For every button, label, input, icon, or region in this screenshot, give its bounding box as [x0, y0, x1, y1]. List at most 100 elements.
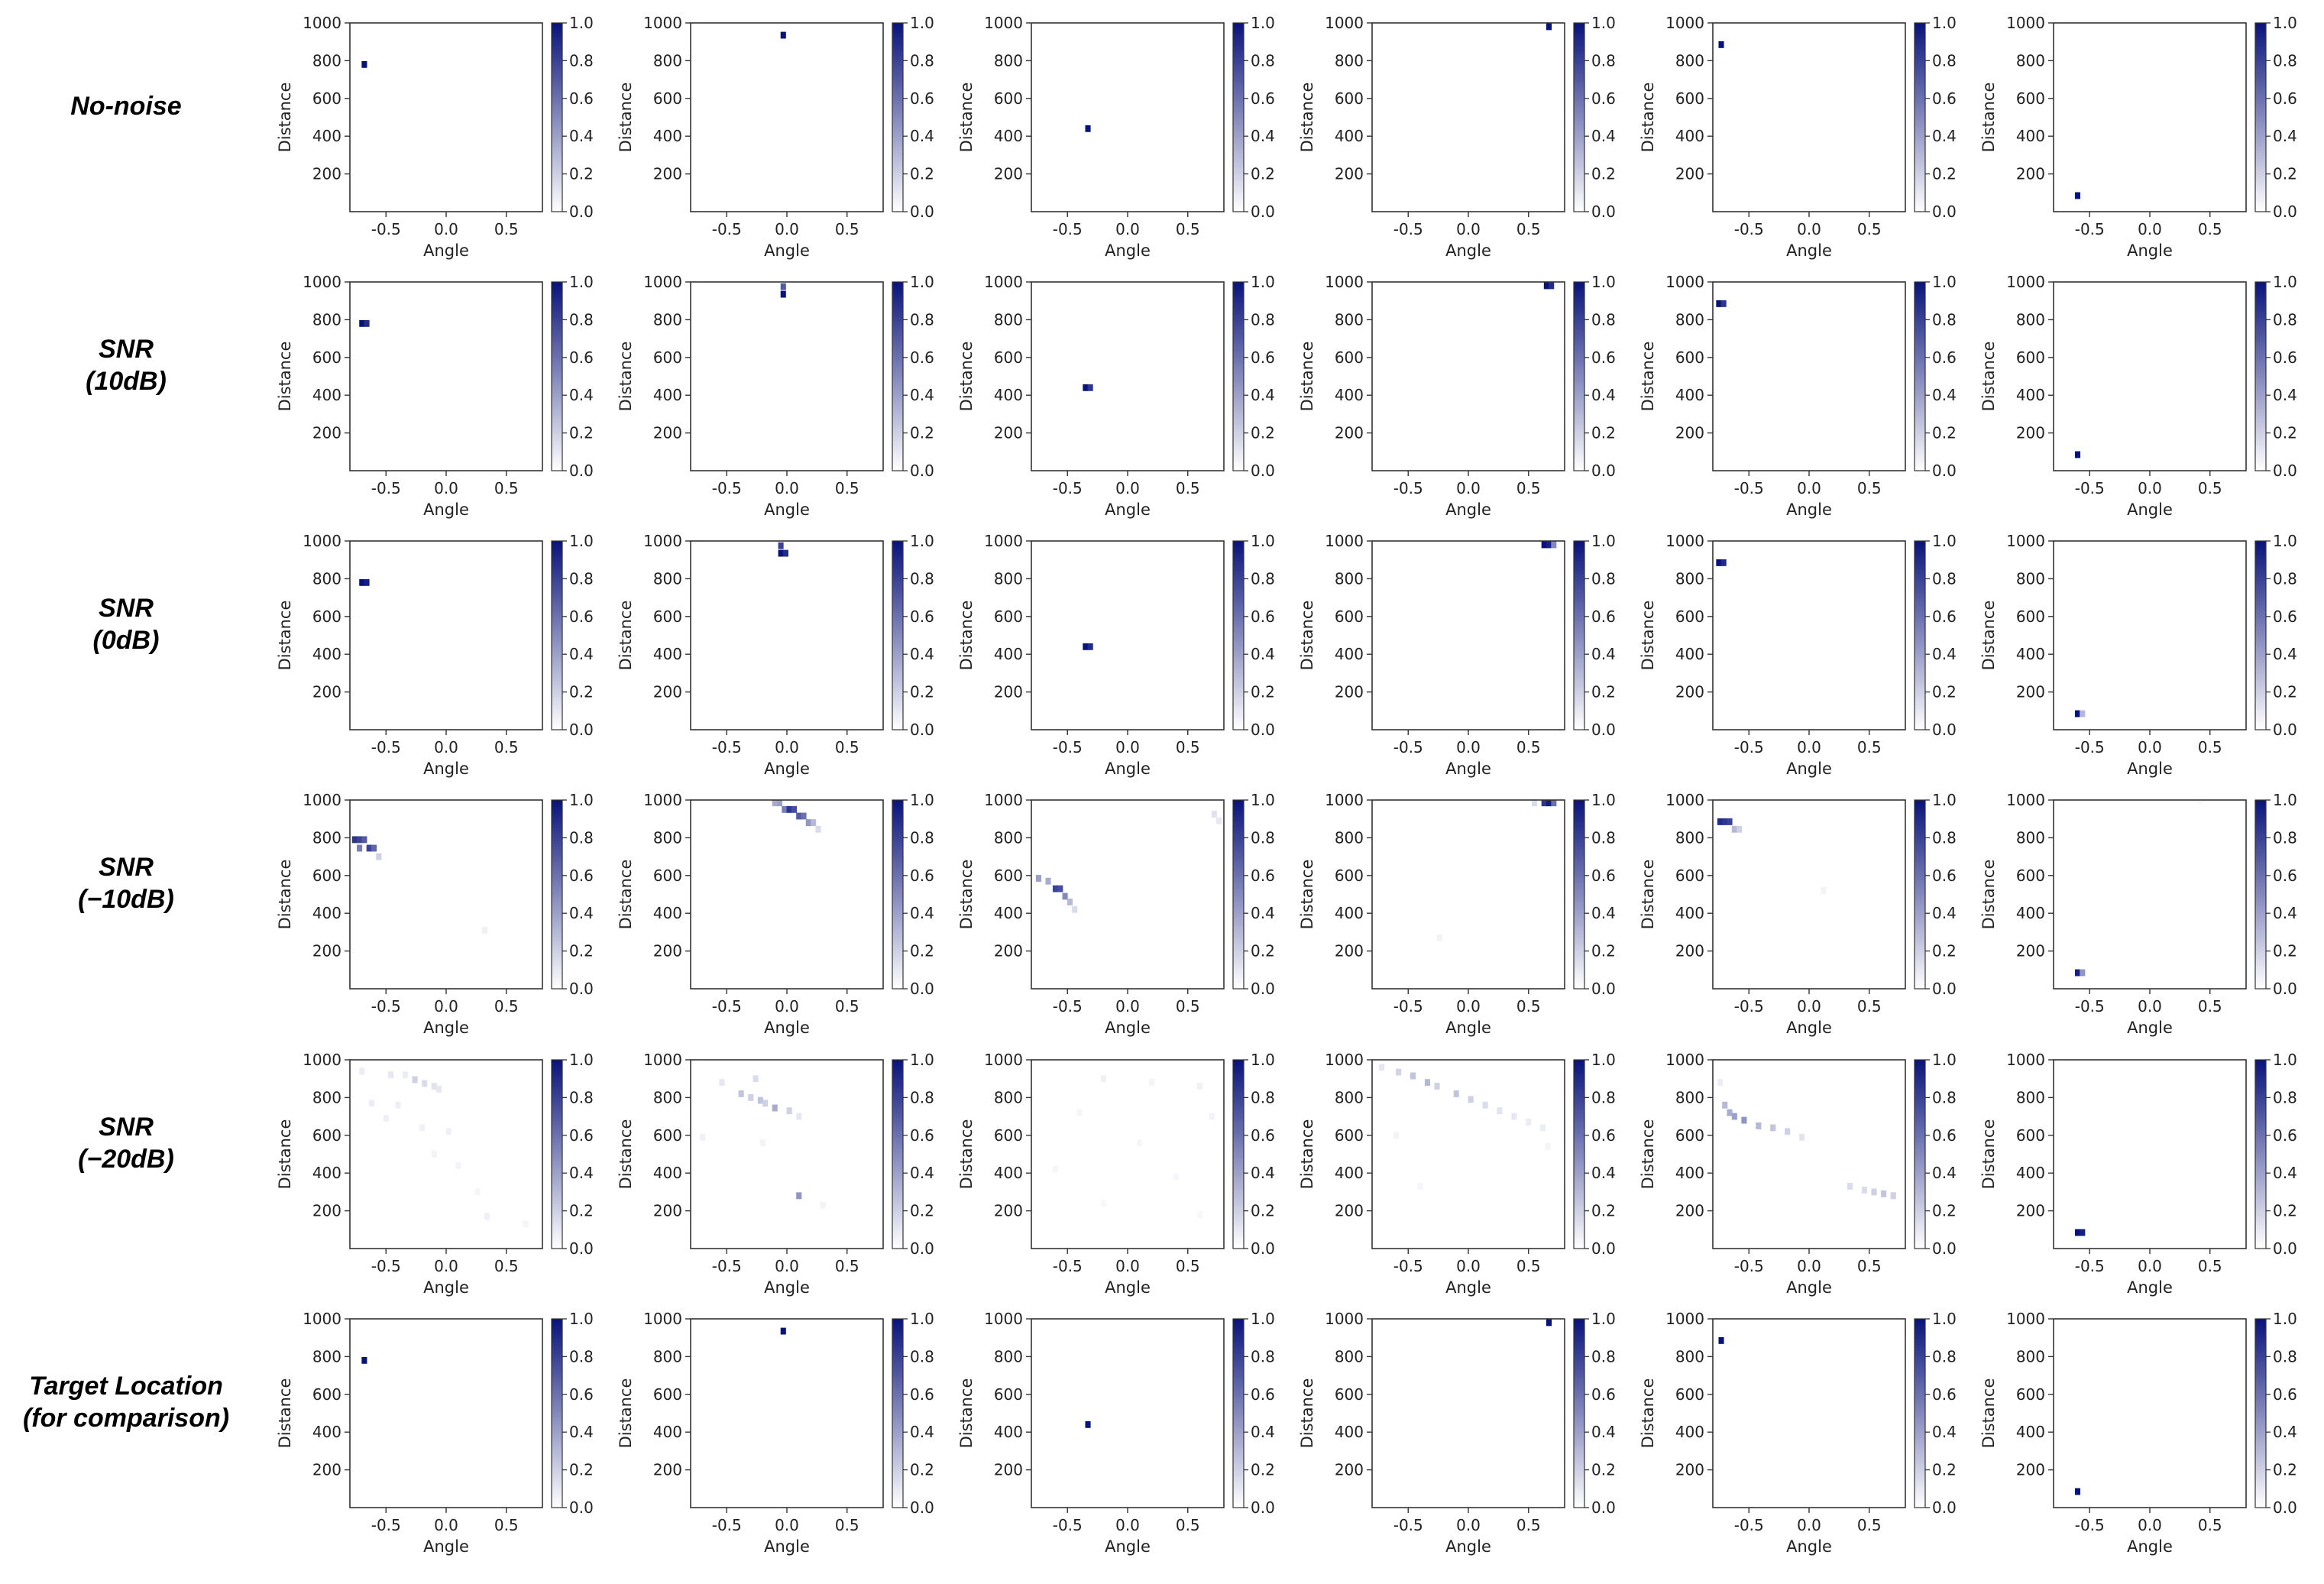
colorbar-tick-label: 0.2: [569, 165, 594, 183]
heatmap-cell: [359, 319, 365, 327]
colorbar-tick-label: 0.4: [2273, 1423, 2297, 1441]
heatmap-cell: [431, 1151, 437, 1158]
x-tick-label: -0.5: [1734, 220, 1764, 238]
colorbar-tick-label: 0.2: [2273, 683, 2297, 701]
y-tick-label: 800: [1675, 828, 1704, 847]
y-tick-label: 1000: [303, 273, 341, 291]
x-tick-label: 0.5: [1857, 1257, 1882, 1275]
colorbar-tick-label: 0.4: [1251, 904, 1275, 922]
x-tick-label: 0.5: [494, 479, 519, 497]
plot-area: [350, 541, 542, 730]
heatmap-cell: [2080, 1229, 2086, 1236]
y-tick-label: 400: [653, 1423, 682, 1441]
colorbar-tick-label: 0.8: [1932, 1088, 1957, 1106]
colorbar-tick-label: 0.4: [2273, 1164, 2297, 1182]
colorbar-tick-label: 1.0: [1251, 1310, 1275, 1328]
colorbar-tick-label: 0.4: [1251, 386, 1275, 404]
colorbar-gradient: [892, 281, 904, 471]
y-tick-label: 1000: [1325, 532, 1364, 550]
colorbar-tick-label: 0.8: [569, 1088, 594, 1106]
colorbar-tick-label: 0.0: [1932, 721, 1957, 739]
y-tick-label: 1000: [2006, 14, 2045, 32]
colorbar: 0.0 0.2 0.4 0.6 0.8 1.0: [1232, 532, 1275, 739]
colorbar: 0.0 0.2 0.4 0.6 0.8 1.0: [1914, 1051, 1957, 1258]
heatmap-cell: [1546, 1319, 1552, 1326]
colorbar-tick-label: 0.8: [1251, 569, 1275, 588]
heatmap-cell: [1543, 282, 1549, 290]
colorbar-tick-label: 0.2: [1932, 1202, 1957, 1220]
y-tick-label: 400: [2016, 1164, 2045, 1182]
heatmap-cell: [786, 805, 792, 813]
colorbar-tick-label: 0.4: [910, 386, 934, 404]
y-tick-label: 400: [2016, 1423, 2045, 1441]
heatmap-cell: [1718, 40, 1724, 48]
y-axis-label: Distance: [617, 342, 635, 412]
x-tick-label: 0.5: [835, 997, 859, 1016]
colorbar-tick-label: 0.2: [1591, 683, 1616, 701]
colorbar-gradient: [551, 22, 563, 212]
colorbar-tick-label: 0.8: [910, 310, 934, 329]
colorbar-gradient: [1573, 540, 1585, 730]
colorbar-gradient: [1232, 540, 1245, 730]
y-tick-label: 800: [1675, 310, 1704, 329]
x-axis-label: Angle: [1786, 1019, 1832, 1037]
y-tick-label: 600: [653, 1385, 682, 1404]
y-tick-label: 800: [653, 1088, 682, 1106]
x-tick-label: 0.0: [434, 479, 458, 497]
colorbar-tick-label: 0.2: [910, 1461, 934, 1479]
colorbar-tick-label: 1.0: [2273, 791, 2297, 809]
colorbar-gradient: [551, 1059, 563, 1249]
heatmap-cell: [1035, 875, 1041, 882]
y-tick-label: 200: [994, 424, 1023, 442]
x-tick-label: -0.5: [2075, 997, 2105, 1016]
y-tick-label: 600: [312, 607, 341, 626]
heatmap-cell: [1396, 1068, 1402, 1076]
x-tick-label: 0.0: [1115, 997, 1140, 1016]
plot-area: [2054, 1319, 2246, 1508]
x-tick-label: 0.5: [1176, 1257, 1200, 1275]
y-tick-label: 600: [312, 1126, 341, 1145]
row-label: No-noise: [70, 92, 181, 121]
colorbar: 0.0 0.2 0.4 0.6 0.8 1.0: [1232, 1310, 1275, 1517]
colorbar-tick-label: 0.8: [1591, 1088, 1616, 1106]
y-tick-label: 400: [994, 1164, 1023, 1182]
x-axis-label: Angle: [1105, 1537, 1151, 1556]
x-tick-label: 0.5: [494, 997, 519, 1016]
colorbar-tick-label: 0.0: [1251, 1498, 1275, 1517]
heatmap-panel: -0.5 0.0 0.5 200 400 600 800 1000 Angle Distance 0…: [617, 532, 934, 778]
y-tick-label: 800: [1335, 1088, 1364, 1106]
y-axis-label: Distance: [276, 1378, 294, 1449]
y-axis-label: Distance: [1298, 860, 1316, 930]
heatmap-panel: -0.5 0.0 0.5 200 400 600 800 1000 Angle Distance 0…: [1639, 532, 1957, 778]
heatmap-cell: [778, 549, 784, 557]
x-axis-label: Angle: [1786, 500, 1832, 519]
heatmap-cell: [1482, 1101, 1488, 1109]
colorbar: 0.0 0.2 0.4 0.6 0.8 1.0: [2254, 1310, 2297, 1517]
y-tick-label: 1000: [643, 1310, 682, 1328]
colorbar-tick-label: 0.6: [1251, 348, 1275, 367]
colorbar-gradient: [1573, 281, 1585, 471]
colorbar-tick-label: 0.4: [2273, 386, 2297, 404]
colorbar-tick-label: 0.0: [910, 1239, 934, 1258]
colorbar-tick-label: 0.6: [1932, 607, 1957, 626]
heatmap-cell: [1821, 887, 1827, 895]
colorbar-tick-label: 0.2: [2273, 1202, 2297, 1220]
heatmap-panel: -0.5 0.0 0.5 200 400 600 800 1000 Angle Distance 0…: [276, 14, 594, 260]
colorbar-tick-label: 0.0: [569, 721, 594, 739]
plot-area: [1713, 541, 1905, 730]
y-tick-label: 400: [994, 127, 1023, 145]
colorbar-tick-label: 0.4: [1932, 645, 1957, 663]
x-tick-label: 0.0: [1456, 1516, 1481, 1534]
x-tick-label: 0.0: [2138, 220, 2162, 238]
heatmap-cell: [1087, 643, 1093, 650]
colorbar-tick-label: 1.0: [2273, 273, 2297, 291]
y-tick-label: 1000: [1665, 1051, 1704, 1069]
heatmap-panel: -0.5 0.0 0.5 200 400 600 800 1000 Angle Distance 0…: [617, 14, 934, 260]
heatmap-panel: -0.5 0.0 0.5 200 400 600 800 1000 Angle Distance 0…: [617, 791, 934, 1037]
colorbar-tick-label: 1.0: [1591, 1310, 1616, 1328]
x-tick-label: 0.5: [835, 220, 859, 238]
colorbar-gradient: [1573, 799, 1585, 990]
heatmap-cell: [748, 1093, 754, 1101]
y-tick-label: 600: [1675, 867, 1704, 885]
colorbar-gradient: [892, 1318, 904, 1508]
